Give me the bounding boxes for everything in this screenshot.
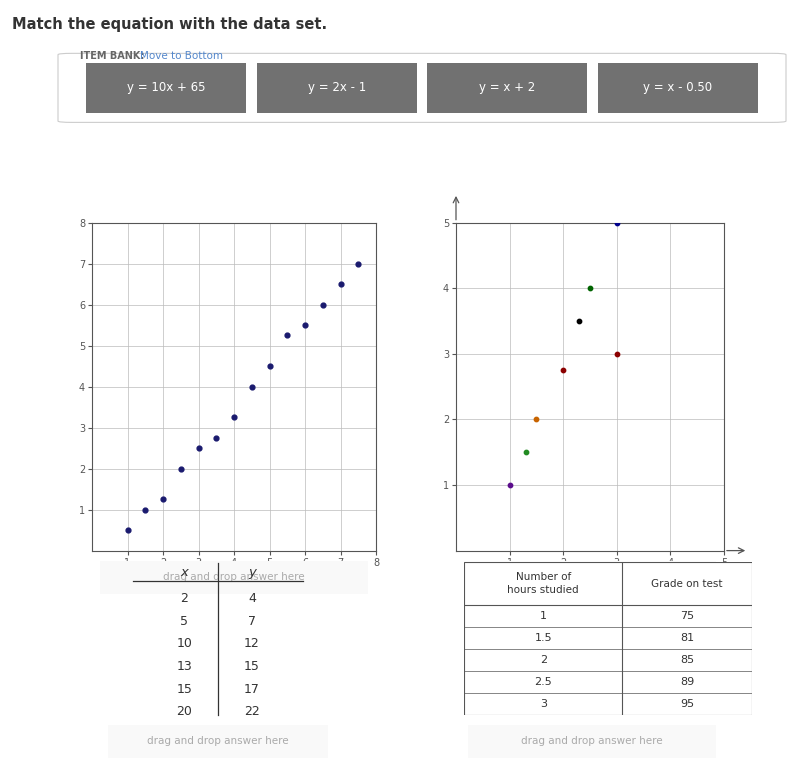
Text: 1: 1: [540, 611, 546, 621]
Point: [192, 442, 205, 455]
Point: [121, 524, 134, 537]
Text: 15: 15: [176, 683, 192, 696]
Text: 2: 2: [180, 592, 188, 605]
Text: 22: 22: [244, 705, 260, 719]
FancyBboxPatch shape: [97, 723, 339, 759]
Point: [352, 258, 365, 270]
Point: [157, 493, 170, 505]
Point: [610, 216, 623, 229]
Text: 7: 7: [248, 615, 256, 628]
Point: [519, 446, 532, 458]
Text: 85: 85: [680, 654, 694, 665]
Point: [227, 411, 240, 423]
Text: drag and drop answer here: drag and drop answer here: [521, 736, 663, 746]
Text: drag and drop answer here: drag and drop answer here: [163, 572, 305, 582]
Text: drag and drop answer here: drag and drop answer here: [519, 572, 661, 582]
FancyBboxPatch shape: [451, 559, 729, 595]
Text: y = x + 2: y = x + 2: [479, 81, 535, 95]
FancyBboxPatch shape: [591, 61, 765, 115]
Text: 12: 12: [244, 637, 260, 651]
Point: [503, 479, 516, 491]
Text: 15: 15: [244, 660, 260, 673]
Text: 4: 4: [248, 592, 256, 605]
Text: 5: 5: [180, 615, 188, 628]
FancyBboxPatch shape: [79, 61, 253, 115]
Text: Grade on test: Grade on test: [651, 579, 723, 589]
Text: 89: 89: [680, 676, 694, 686]
Point: [573, 315, 586, 327]
Point: [263, 360, 276, 373]
Text: Match the equation with the data set.: Match the equation with the data set.: [12, 17, 327, 32]
FancyBboxPatch shape: [86, 559, 382, 595]
Point: [530, 413, 542, 426]
Text: Move to Bottom: Move to Bottom: [140, 51, 223, 61]
Text: y = 10x + 65: y = 10x + 65: [127, 81, 206, 95]
Point: [316, 298, 329, 311]
Point: [246, 380, 258, 393]
FancyBboxPatch shape: [58, 53, 786, 123]
Point: [139, 504, 152, 516]
Point: [298, 319, 311, 331]
Text: x: x: [180, 566, 188, 580]
Text: 20: 20: [176, 705, 192, 719]
Point: [334, 278, 347, 291]
Text: 13: 13: [176, 660, 192, 673]
Text: 75: 75: [680, 611, 694, 621]
Point: [557, 364, 570, 376]
Text: drag and drop answer here: drag and drop answer here: [147, 736, 289, 746]
Text: 2.5: 2.5: [534, 676, 552, 686]
Text: 2: 2: [540, 654, 546, 665]
FancyBboxPatch shape: [250, 61, 423, 115]
Point: [281, 329, 294, 341]
FancyBboxPatch shape: [456, 723, 729, 759]
Text: 95: 95: [680, 699, 694, 708]
Text: 1.5: 1.5: [534, 633, 552, 643]
Text: y: y: [248, 566, 256, 580]
Text: ITEM BANK:: ITEM BANK:: [80, 51, 144, 61]
Point: [610, 348, 623, 360]
Text: Number of
hours studied: Number of hours studied: [507, 572, 579, 595]
Text: 17: 17: [244, 683, 260, 696]
Text: y = 2x - 1: y = 2x - 1: [307, 81, 366, 95]
FancyBboxPatch shape: [421, 61, 594, 115]
Text: 10: 10: [176, 637, 192, 651]
Text: y = x - 0.50: y = x - 0.50: [643, 81, 713, 95]
Text: 3: 3: [540, 699, 546, 708]
Point: [210, 432, 222, 444]
Point: [174, 462, 187, 475]
Point: [584, 282, 597, 294]
Text: 81: 81: [680, 633, 694, 643]
